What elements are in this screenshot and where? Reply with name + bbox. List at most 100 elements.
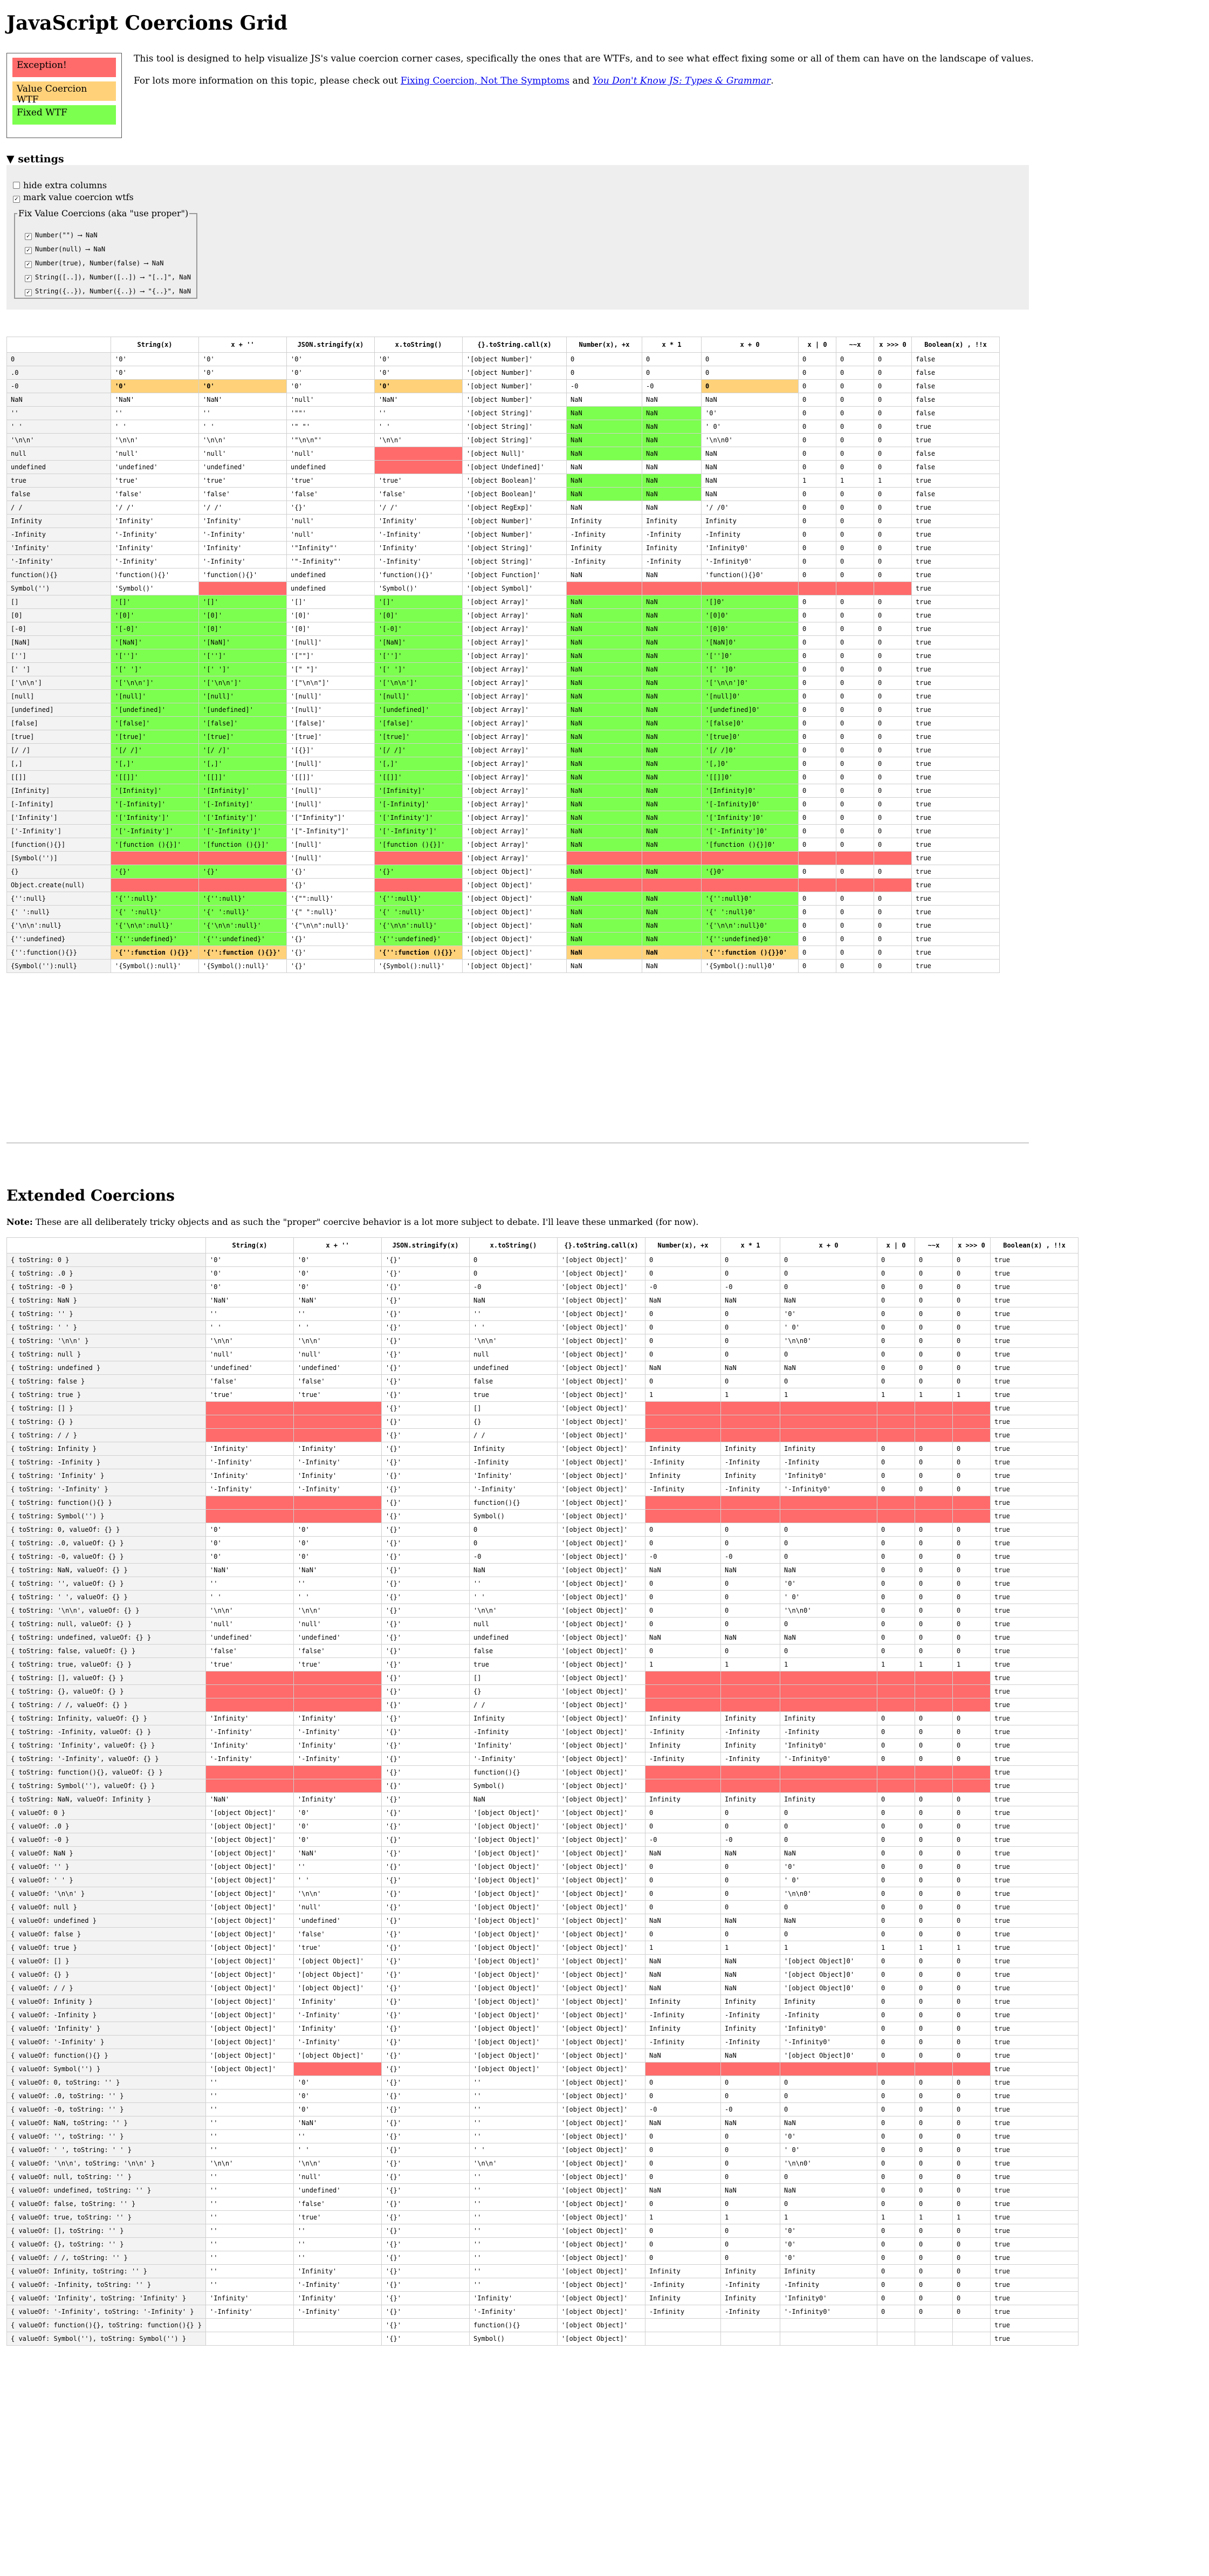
- result-cell: '-Infinity': [293, 2278, 382, 2292]
- result-cell: NaN: [701, 474, 799, 488]
- result-cell: '[[]]': [198, 770, 287, 784]
- fix-checkbox[interactable]: ✓: [25, 233, 32, 240]
- result-cell: 0: [798, 689, 836, 703]
- fix-checkbox[interactable]: ✓: [25, 247, 32, 254]
- result-cell: [645, 1698, 722, 1712]
- result-cell: 'null': [293, 1617, 382, 1631]
- result-cell: 'Infinity': [374, 514, 463, 528]
- result-cell: '{'\n\n':null}': [111, 919, 199, 933]
- result-cell: '[object Object]': [469, 2049, 558, 2063]
- result-cell: 0: [836, 743, 874, 757]
- result-cell: false: [911, 447, 1000, 461]
- result-cell: 0: [780, 2075, 878, 2089]
- result-cell: '': [205, 2075, 294, 2089]
- result-cell: [293, 1698, 382, 1712]
- row-label: { valueOf: ' ', toString: ' ' }: [6, 2143, 207, 2157]
- result-cell: 0: [720, 1374, 781, 1388]
- row-label: -0: [6, 379, 111, 393]
- result-cell: 0: [952, 2183, 991, 2197]
- fix-option[interactable]: ✓ String({..}), Number({..}) ⟶ "{..}", Na…: [25, 287, 191, 296]
- result-cell: 0: [915, 1523, 953, 1537]
- result-cell: '{}': [381, 1954, 470, 1968]
- row-label: [,]: [6, 757, 111, 771]
- column-header: JSON.stringify(x): [381, 1237, 470, 1253]
- result-cell: -Infinity: [701, 527, 799, 542]
- result-cell: NaN: [642, 568, 702, 582]
- result-cell: '[[]]0': [701, 770, 799, 784]
- result-cell: 1: [952, 1388, 991, 1402]
- result-cell: [836, 581, 874, 595]
- result-cell: 0: [874, 676, 912, 690]
- fix-option[interactable]: ✓ String([..]), Number([..]) ⟶ "[..]", Na…: [25, 273, 191, 282]
- result-cell: ' ': [293, 1873, 382, 1887]
- result-cell: '-Infinity': [205, 1752, 294, 1766]
- mark-wtfs-option[interactable]: ✓ mark value coercion wtfs: [13, 192, 134, 203]
- table-row: { valueOf: true, toString: '' } '''true' '…: [6, 2210, 1079, 2224]
- fixing-coercion-link[interactable]: Fixing Coercion, Not The Symptoms: [400, 76, 570, 86]
- row-label: { valueOf: undefined, toString: '' }: [6, 2183, 207, 2197]
- result-cell: '[object Array]': [462, 811, 567, 825]
- result-cell: '[object Object]': [557, 1954, 646, 1968]
- fix-option[interactable]: ✓ Number(null) ⟶ NaN: [25, 245, 105, 254]
- row-label: { valueOf: null, toString: '' }: [6, 2170, 207, 2184]
- extended-title: Extended Coercions: [6, 1187, 175, 1204]
- result-cell: 0: [877, 2264, 916, 2278]
- result-cell: true: [990, 1415, 1079, 1429]
- result-cell: Infinity: [780, 1442, 878, 1456]
- fix-option[interactable]: ✓ Number(true), Number(false) ⟶ NaN: [25, 259, 163, 268]
- result-cell: ' ': [293, 2143, 382, 2157]
- row-label: ['']: [6, 649, 111, 663]
- result-cell: '[object Object]': [205, 1846, 294, 1860]
- table-row: Infinity 'Infinity' 'Infinity''null' 'Infin…: [6, 514, 1000, 528]
- result-cell: -Infinity: [645, 1455, 722, 1469]
- result-cell: '0': [286, 379, 375, 393]
- result-cell: '{}': [381, 1253, 470, 1267]
- row-label: { valueOf: .0, toString: '' }: [6, 2089, 207, 2103]
- result-cell: '{'':function (){}}0': [701, 946, 799, 960]
- fix-coercions-legend: Fix Value Coercions (aka "use proper"): [18, 208, 189, 218]
- result-cell: NaN: [701, 393, 799, 407]
- result-cell: '': [293, 2129, 382, 2143]
- result-cell: '{}': [381, 1725, 470, 1739]
- result-cell: 0: [877, 2089, 916, 2103]
- result-cell: [780, 1698, 878, 1712]
- result-cell: '[object Object]': [557, 2251, 646, 2265]
- result-cell: '[object Object]': [293, 1954, 382, 1968]
- result-cell: 1: [915, 1657, 953, 1671]
- mark-wtfs-checkbox[interactable]: ✓: [13, 196, 20, 203]
- result-cell: '[,]0': [701, 757, 799, 771]
- result-cell: '0': [293, 1819, 382, 1833]
- row-label: { toString: NaN, valueOf: {} }: [6, 1563, 207, 1577]
- result-cell: 0: [701, 366, 799, 380]
- fix-option[interactable]: ✓ Number("") ⟶ NaN: [25, 231, 98, 240]
- result-cell: 0: [915, 1630, 953, 1645]
- result-cell: [642, 581, 702, 595]
- hide-extra-columns-checkbox[interactable]: [13, 182, 20, 189]
- result-cell: '[object Object]': [557, 2143, 646, 2157]
- result-cell: '{}': [381, 2197, 470, 2211]
- row-label: [[]]: [6, 770, 111, 784]
- result-cell: '[Infinity]': [111, 784, 199, 798]
- settings-toggle[interactable]: ▼ settings: [6, 153, 64, 165]
- fix-checkbox[interactable]: ✓: [25, 275, 32, 282]
- fix-checkbox[interactable]: ✓: [25, 261, 32, 268]
- table-row: { valueOf: Symbol(''), toString: Symbol(…: [6, 2332, 1079, 2346]
- result-cell: NaN: [642, 433, 702, 447]
- fix-checkbox[interactable]: ✓: [25, 289, 32, 296]
- result-cell: 0: [874, 608, 912, 622]
- row-label: { valueOf: -Infinity, toString: '' }: [6, 2278, 207, 2292]
- result-cell: '0': [293, 1253, 382, 1267]
- result-cell: '[object Object]': [557, 2318, 646, 2332]
- hide-extra-columns-option[interactable]: hide extra columns: [13, 180, 107, 190]
- result-cell: 0: [877, 1981, 916, 1995]
- result-cell: '': [469, 2237, 558, 2251]
- result-cell: 0: [952, 2089, 991, 2103]
- result-cell: NaN: [642, 811, 702, 825]
- result-cell: '[object Array]': [462, 689, 567, 703]
- ydkjs-link[interactable]: You Don't Know JS: Types & Grammar: [592, 76, 771, 86]
- result-cell: 0: [952, 2197, 991, 2211]
- result-cell: 1: [915, 1388, 953, 1402]
- result-cell: true: [990, 2237, 1079, 2251]
- result-cell: 0: [877, 2008, 916, 2022]
- result-cell: Infinity: [720, 1442, 781, 1456]
